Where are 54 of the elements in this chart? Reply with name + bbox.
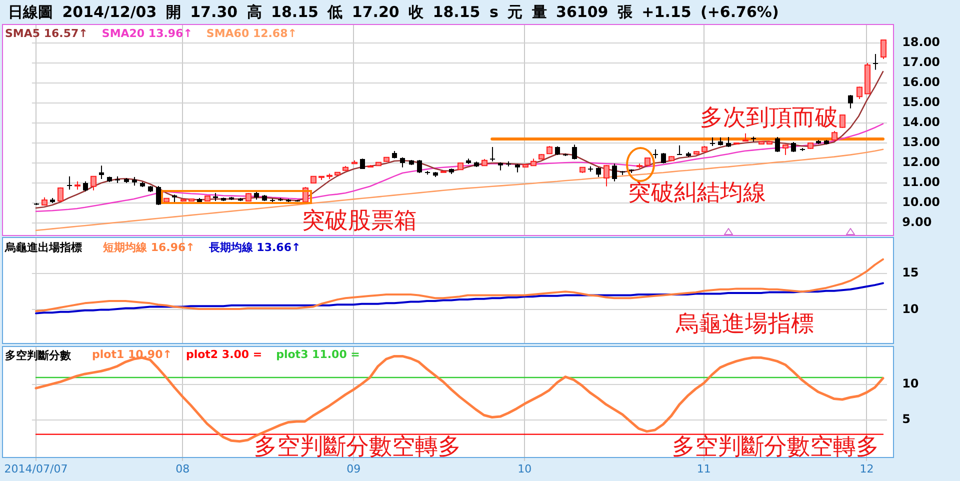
x-tick-label: 12 — [860, 462, 874, 476]
chart-title: 烏龜進出場指標 — [5, 240, 82, 255]
y-tick-label: 5 — [902, 412, 910, 426]
text: 長期均線 13.66↑ — [208, 240, 301, 255]
x-tick-label: 10 — [518, 462, 532, 476]
candlestick — [572, 144, 577, 160]
y-tick-label: 10.00 — [902, 195, 940, 210]
annotation: 突破股票箱 — [302, 208, 417, 234]
annotation: 多次到頂而破 — [700, 105, 838, 131]
y-tick-label: 9.00 — [902, 215, 932, 230]
y-tick-label: 16.00 — [902, 75, 940, 90]
candlestick — [83, 180, 88, 192]
y-tick-label: 17.00 — [902, 55, 940, 70]
y-tick-label: 14.00 — [902, 115, 940, 130]
y-tick-label: 10 — [902, 376, 919, 391]
series-label: plot1 10.90↑ — [92, 348, 172, 361]
candlestick — [677, 144, 682, 156]
candlestick — [873, 54, 878, 70]
candlestick — [848, 94, 853, 109]
series-label: plot3 11.00 = — [276, 348, 360, 361]
y-tick-label: 10 — [902, 302, 919, 316]
x-tick-label: 2014/07/07 — [4, 462, 68, 476]
candlestick — [417, 160, 422, 174]
candlestick — [791, 142, 796, 152]
y-tick-label: 15.00 — [902, 95, 940, 110]
candlestick — [99, 165, 104, 180]
candlestick — [661, 152, 666, 164]
annotation: 烏龜進場指標 — [676, 311, 814, 337]
y-tick-label: 12.00 — [902, 155, 940, 170]
annotation: 突破糾結均線 — [628, 180, 766, 206]
text: SMA60 12.68↑ — [206, 27, 297, 40]
candlestick — [156, 186, 161, 206]
text: SMA20 13.96↑ — [102, 27, 192, 40]
y-tick-label: 11.00 — [902, 175, 940, 190]
candlestick — [67, 176, 72, 190]
candlestick — [596, 166, 601, 178]
chart-title: 多空判斷分數 — [5, 348, 71, 363]
candlestick — [400, 156, 405, 168]
candlestick — [726, 136, 731, 148]
candlestick — [612, 163, 617, 182]
text: 短期均線 16.96↑ — [103, 240, 195, 255]
chart-title: 日線圖 2014/12/03 開 17.30 高 18.15 低 17.20 收 18.15 s 元 量 36109 張 +1.15 (+6.76%) — [8, 3, 779, 22]
annotation: 多空判斷分數空轉多 — [672, 434, 879, 460]
text: plot2 3.00 = — [186, 348, 262, 361]
text: SMA5 16.57↑ — [5, 27, 88, 40]
x-tick-label: 09 — [346, 462, 361, 476]
annotation: 多空判斷分數空轉多 — [254, 434, 461, 460]
y-tick-label: 13.00 — [902, 135, 940, 150]
y-tick-label: 15 — [902, 266, 919, 280]
candlestick — [775, 136, 780, 152]
y-tick-label: 18.00 — [902, 35, 940, 50]
x-tick-label: 11 — [696, 462, 711, 476]
candlestick — [490, 146, 495, 162]
x-tick-label: 08 — [176, 462, 190, 476]
